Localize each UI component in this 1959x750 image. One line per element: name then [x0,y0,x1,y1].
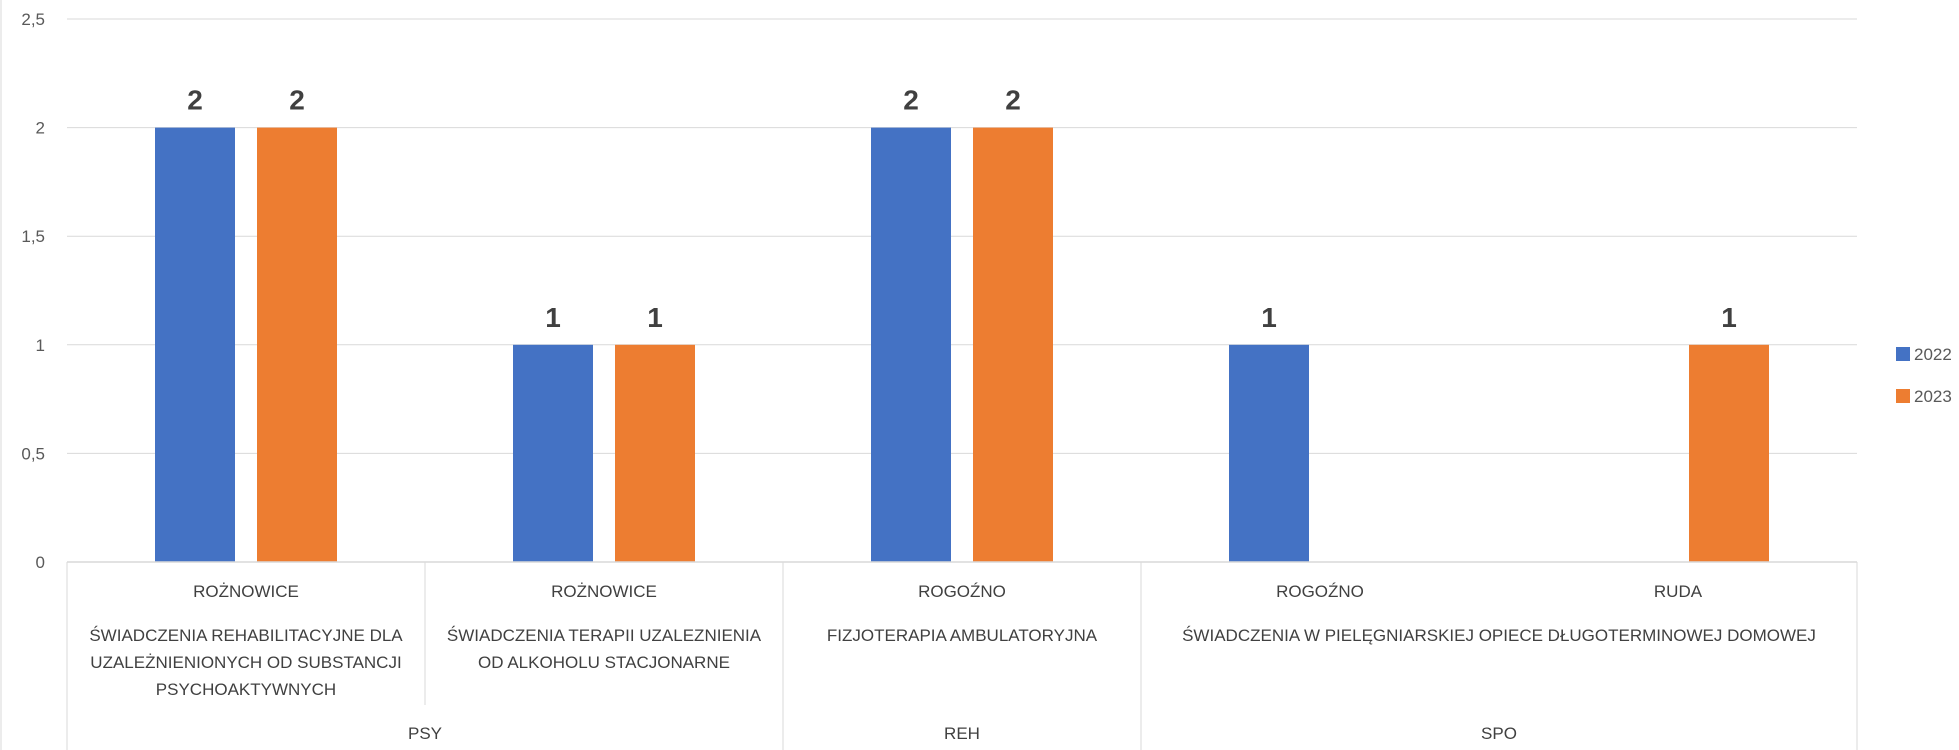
bar-2023 [257,127,337,562]
bar-2022 [155,127,235,562]
category-service-label: ŚWIADCZENIA REHABILITACYJNE DLA [89,626,403,645]
data-label: 2 [289,85,305,116]
legend-swatch-2023 [1896,389,1910,403]
category-service-label: OD ALKOHOLU STACJONARNE [478,653,730,672]
y-tick-label: 1 [36,336,45,355]
group-label: REH [944,724,980,743]
data-label: 2 [1005,85,1021,116]
group-label: SPO [1481,724,1517,743]
y-tick-label: 0 [36,553,45,572]
y-tick-label: 2 [36,119,45,138]
category-service-label: UZALEŻNIENIONYCH OD SUBSTANCJI [90,653,401,672]
data-label: 1 [1721,302,1737,333]
bar-2022 [1229,344,1309,562]
y-tick-label: 1,5 [21,227,45,246]
bar-2022 [513,344,593,562]
category-location-label: RUDA [1654,582,1703,601]
data-label: 2 [903,85,919,116]
category-service-label: PSYCHOAKTYWNYCH [156,680,336,699]
legend-label: 2023 [1914,387,1952,406]
legend-swatch-2022 [1896,347,1910,361]
bar-2023 [615,344,695,562]
category-location-label: ROŻNOWICE [193,582,299,601]
data-label: 1 [545,302,561,333]
y-tick-label: 2,5 [21,10,45,29]
legend-label: 2022 [1914,345,1952,364]
bar-2022 [871,127,951,562]
bar-2023 [1689,344,1769,562]
category-location-label: ROGOŹNO [918,582,1006,601]
data-label: 1 [1261,302,1277,333]
y-tick-label: 0,5 [21,444,45,463]
category-service-label: ŚWIADCZENIA W PIELĘGNIARSKIEJ OPIECE DŁU… [1182,626,1816,645]
category-service-label: FIZJOTERAPIA AMBULATORYJNA [827,626,1098,645]
group-label: PSY [408,724,442,743]
category-service-label: ŚWIADCZENIA TERAPII UZALEZNIENIA [447,626,762,645]
category-location-label: ROGOŹNO [1276,582,1364,601]
data-label: 2 [187,85,203,116]
data-label: 1 [647,302,663,333]
category-location-label: ROŻNOWICE [551,582,657,601]
bar-2023 [973,127,1053,562]
